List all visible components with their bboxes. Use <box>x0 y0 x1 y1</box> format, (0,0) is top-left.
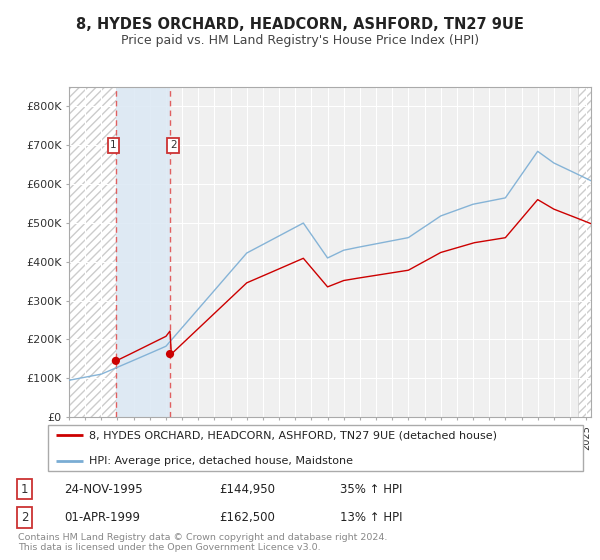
Text: 01-APR-1999: 01-APR-1999 <box>64 511 140 524</box>
Text: 1: 1 <box>21 483 28 496</box>
Text: 2: 2 <box>21 511 28 524</box>
Text: 13% ↑ HPI: 13% ↑ HPI <box>340 511 403 524</box>
Text: 8, HYDES ORCHARD, HEADCORN, ASHFORD, TN27 9UE: 8, HYDES ORCHARD, HEADCORN, ASHFORD, TN2… <box>76 17 524 32</box>
Point <box>111 356 121 365</box>
Bar <box>116 87 170 417</box>
Text: 2: 2 <box>170 140 176 150</box>
Text: 24-NOV-1995: 24-NOV-1995 <box>64 483 142 496</box>
Text: £144,950: £144,950 <box>220 483 275 496</box>
Text: HPI: Average price, detached house, Maidstone: HPI: Average price, detached house, Maid… <box>89 456 353 465</box>
Text: £162,500: £162,500 <box>220 511 275 524</box>
Text: Contains HM Land Registry data © Crown copyright and database right 2024.
This d: Contains HM Land Registry data © Crown c… <box>18 533 387 552</box>
Point <box>165 349 175 358</box>
Text: 8, HYDES ORCHARD, HEADCORN, ASHFORD, TN27 9UE (detached house): 8, HYDES ORCHARD, HEADCORN, ASHFORD, TN2… <box>89 431 497 440</box>
Text: 1: 1 <box>110 140 117 150</box>
Bar <box>578 87 591 417</box>
Text: 35% ↑ HPI: 35% ↑ HPI <box>340 483 403 496</box>
FancyBboxPatch shape <box>47 425 583 471</box>
Bar <box>69 87 116 417</box>
Text: Price paid vs. HM Land Registry's House Price Index (HPI): Price paid vs. HM Land Registry's House … <box>121 34 479 46</box>
